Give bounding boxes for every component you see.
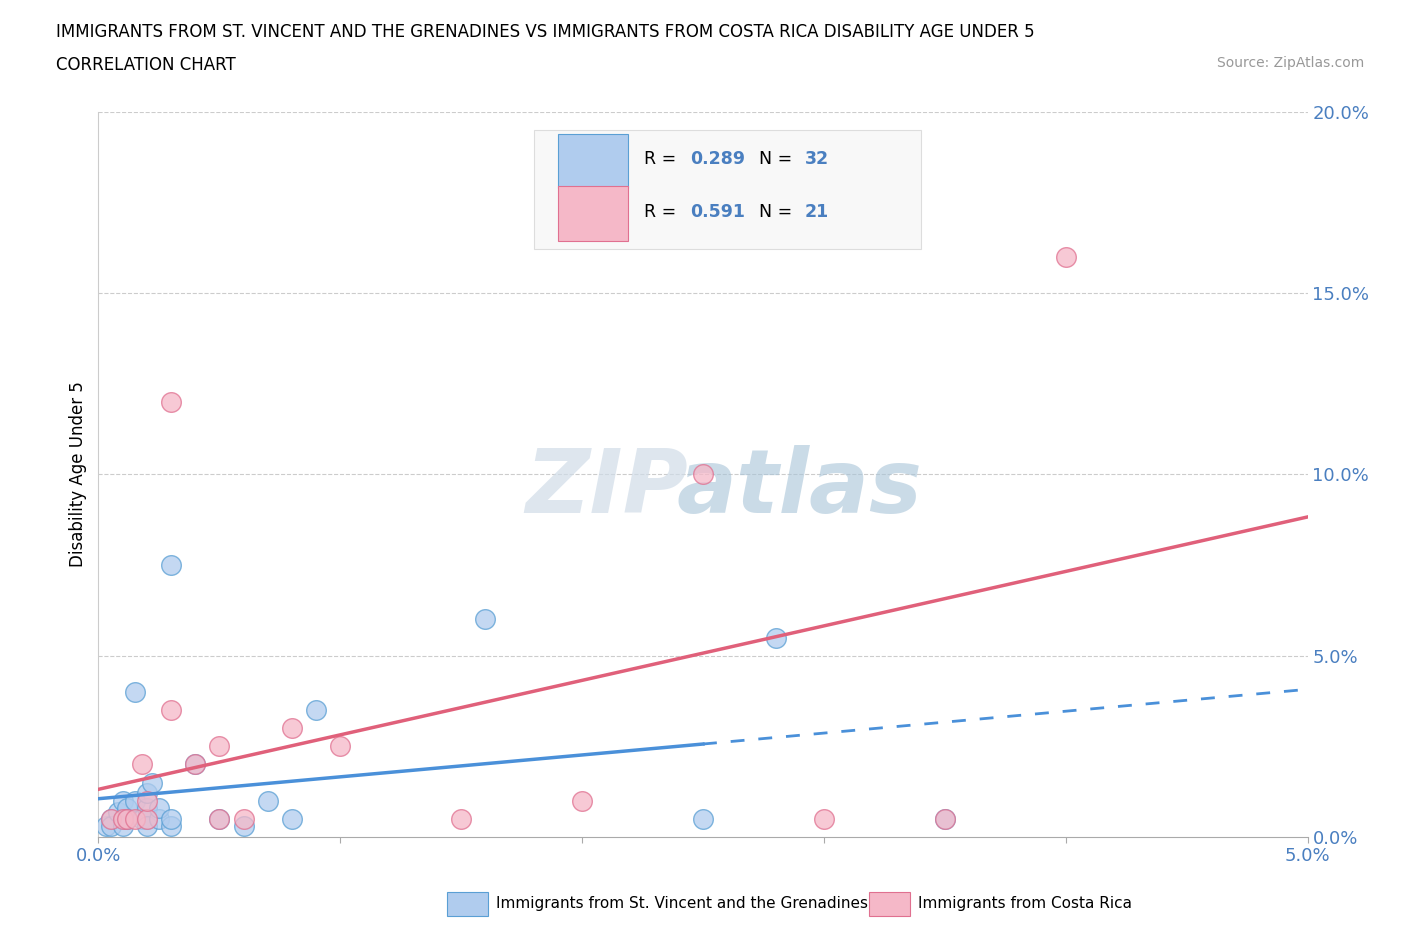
Text: Source: ZipAtlas.com: Source: ZipAtlas.com <box>1216 56 1364 70</box>
Point <box>934 811 956 827</box>
Point <box>124 684 146 699</box>
Point <box>117 811 139 827</box>
Point <box>934 811 956 827</box>
Point <box>232 811 254 827</box>
Point <box>141 776 163 790</box>
Point <box>111 811 134 827</box>
FancyBboxPatch shape <box>558 186 628 241</box>
Point <box>111 811 134 827</box>
Text: N =: N = <box>759 150 797 168</box>
Point <box>184 757 207 772</box>
Point <box>94 818 117 833</box>
Point <box>813 811 835 827</box>
Point <box>692 811 714 827</box>
Text: Immigrants from St. Vincent and the Grenadines: Immigrants from St. Vincent and the Gren… <box>496 897 869 911</box>
Point <box>135 818 157 833</box>
Point <box>124 811 146 827</box>
Point <box>571 793 593 808</box>
Point <box>131 757 153 772</box>
Text: ZIP: ZIP <box>524 445 688 532</box>
FancyBboxPatch shape <box>534 130 921 249</box>
Point <box>281 811 304 827</box>
Point <box>135 793 157 808</box>
Point <box>184 757 207 772</box>
Point <box>131 811 153 827</box>
Text: IMMIGRANTS FROM ST. VINCENT AND THE GRENADINES VS IMMIGRANTS FROM COSTA RICA DIS: IMMIGRANTS FROM ST. VINCENT AND THE GREN… <box>56 23 1035 41</box>
Point <box>135 811 157 827</box>
Point <box>135 801 157 816</box>
Point <box>450 811 472 827</box>
Text: N =: N = <box>759 203 797 220</box>
Point <box>256 793 278 808</box>
Point <box>474 612 496 627</box>
Point <box>100 818 122 833</box>
Text: R =: R = <box>644 150 682 168</box>
Point <box>160 703 183 718</box>
Point <box>111 818 134 833</box>
Text: atlas: atlas <box>676 445 922 532</box>
Text: 32: 32 <box>804 150 828 168</box>
Point <box>281 721 304 736</box>
Point <box>329 738 352 753</box>
Point <box>160 558 183 573</box>
Text: Immigrants from Costa Rica: Immigrants from Costa Rica <box>918 897 1132 911</box>
Text: R =: R = <box>644 203 682 220</box>
FancyBboxPatch shape <box>558 134 628 188</box>
Point <box>765 631 787 645</box>
Point <box>1054 249 1077 264</box>
Point <box>692 467 714 482</box>
Text: CORRELATION CHART: CORRELATION CHART <box>56 56 236 73</box>
Point <box>117 801 139 816</box>
Point <box>160 818 183 833</box>
Point <box>100 811 122 827</box>
Point <box>100 811 122 827</box>
Text: 21: 21 <box>804 203 828 220</box>
Point <box>305 703 328 718</box>
Point <box>111 793 134 808</box>
Point <box>160 811 183 827</box>
Text: 0.289: 0.289 <box>690 150 745 168</box>
Point <box>148 801 170 816</box>
Point <box>148 811 170 827</box>
Point <box>124 793 146 808</box>
Point <box>208 811 231 827</box>
Point <box>135 811 157 827</box>
Point <box>208 738 231 753</box>
Y-axis label: Disability Age Under 5: Disability Age Under 5 <box>69 381 87 567</box>
Point <box>160 394 183 409</box>
Point <box>135 786 157 801</box>
Point <box>107 804 129 819</box>
Text: 0.591: 0.591 <box>690 203 745 220</box>
Point <box>208 811 231 827</box>
Point <box>232 818 254 833</box>
Point <box>117 811 139 827</box>
